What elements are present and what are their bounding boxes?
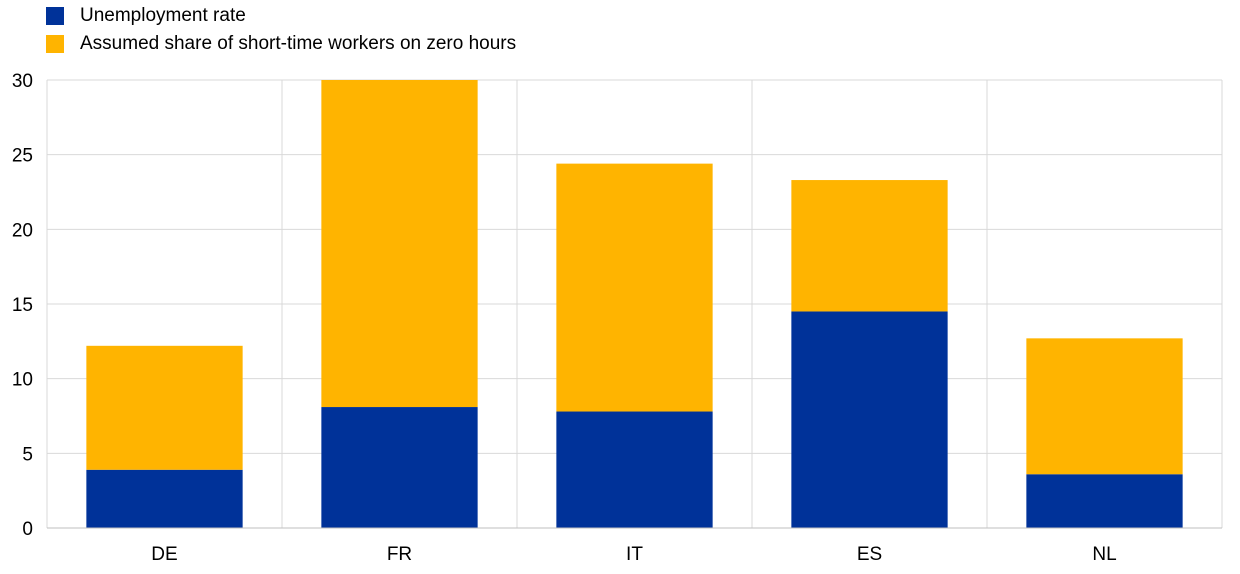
bar-de-assumed-share-of-short-time-workers-on-zero-hours [86, 345, 243, 470]
chart-legend: Unemployment rate Assumed share of short… [46, 2, 516, 58]
bar-nl-unemployment-rate [1026, 474, 1183, 528]
bar-nl-assumed-share-of-short-time-workers-on-zero-hours [1026, 338, 1183, 475]
legend-swatch-unemployment [46, 7, 64, 25]
x-tick-label: FR [387, 544, 412, 565]
y-tick-label: 5 [22, 444, 33, 465]
y-tick-label: 0 [22, 519, 33, 540]
bar-it-unemployment-rate [556, 411, 713, 528]
bar-de-unemployment-rate [86, 469, 243, 528]
legend-label-unemployment: Unemployment rate [80, 5, 246, 26]
bar-es-unemployment-rate [791, 311, 948, 528]
x-tick-label: IT [626, 544, 643, 565]
bar-fr-assumed-share-of-short-time-workers-on-zero-hours [321, 80, 478, 408]
bar-it-assumed-share-of-short-time-workers-on-zero-hours [556, 163, 713, 412]
legend-item-unemployment: Unemployment rate [46, 2, 516, 30]
y-tick-label: 10 [12, 370, 33, 391]
legend-swatch-short-time [46, 35, 64, 53]
bar-es-assumed-share-of-short-time-workers-on-zero-hours [791, 180, 948, 312]
y-tick-label: 20 [12, 220, 33, 241]
x-tick-label: NL [1092, 544, 1116, 565]
legend-item-short-time: Assumed share of short-time workers on z… [46, 30, 516, 58]
legend-label-short-time: Assumed share of short-time workers on z… [80, 33, 517, 54]
x-tick-label: ES [857, 544, 882, 565]
bar-fr-unemployment-rate [321, 407, 478, 528]
x-tick-label: DE [151, 544, 177, 565]
y-tick-label: 30 [12, 71, 33, 92]
y-tick-label: 15 [12, 295, 33, 316]
y-tick-label: 25 [12, 146, 33, 167]
